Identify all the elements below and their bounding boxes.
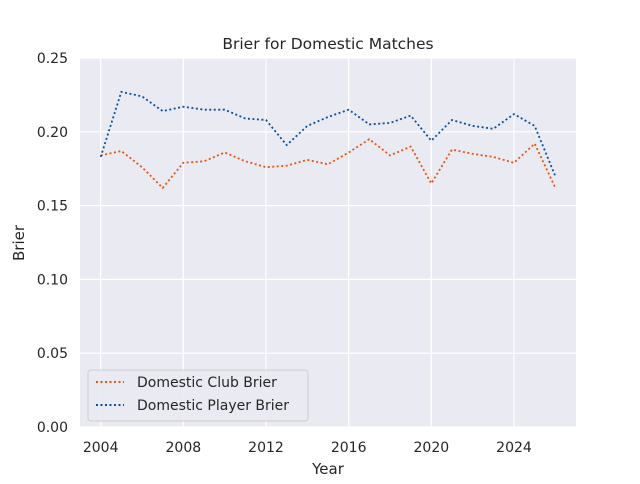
- y-tick-label: 0.05: [37, 346, 68, 362]
- y-tick-label: 0.00: [37, 420, 68, 436]
- y-tick-label: 0.25: [37, 51, 68, 67]
- legend: Domestic Club Brier Domestic Player Brie…: [87, 369, 309, 422]
- x-tick-labels: 2004 2008 2012 2016 2020 2024: [83, 440, 532, 456]
- x-tick-label: 2008: [166, 440, 202, 456]
- x-tick-label: 2020: [414, 440, 450, 456]
- x-tick-label: 2024: [496, 440, 532, 456]
- x-tick-label: 2016: [331, 440, 367, 456]
- legend-label-club: Domestic Club Brier: [137, 375, 277, 391]
- legend-label-player: Domestic Player Brier: [137, 398, 289, 414]
- y-axis-label: Brier: [10, 224, 28, 261]
- y-tick-label: 0.15: [37, 199, 68, 215]
- legend-box: [87, 369, 309, 422]
- y-tick-label: 0.10: [37, 272, 68, 288]
- plot-area: [80, 58, 576, 427]
- chart-title: Brier for Domestic Matches: [222, 35, 433, 53]
- x-tick-label: 2012: [248, 440, 284, 456]
- y-tick-labels: 0.00 0.05 0.10 0.15 0.20 0.25: [37, 51, 68, 436]
- y-tick-label: 0.20: [37, 125, 68, 141]
- x-axis-label: Year: [311, 460, 345, 478]
- x-tick-label: 2004: [83, 440, 119, 456]
